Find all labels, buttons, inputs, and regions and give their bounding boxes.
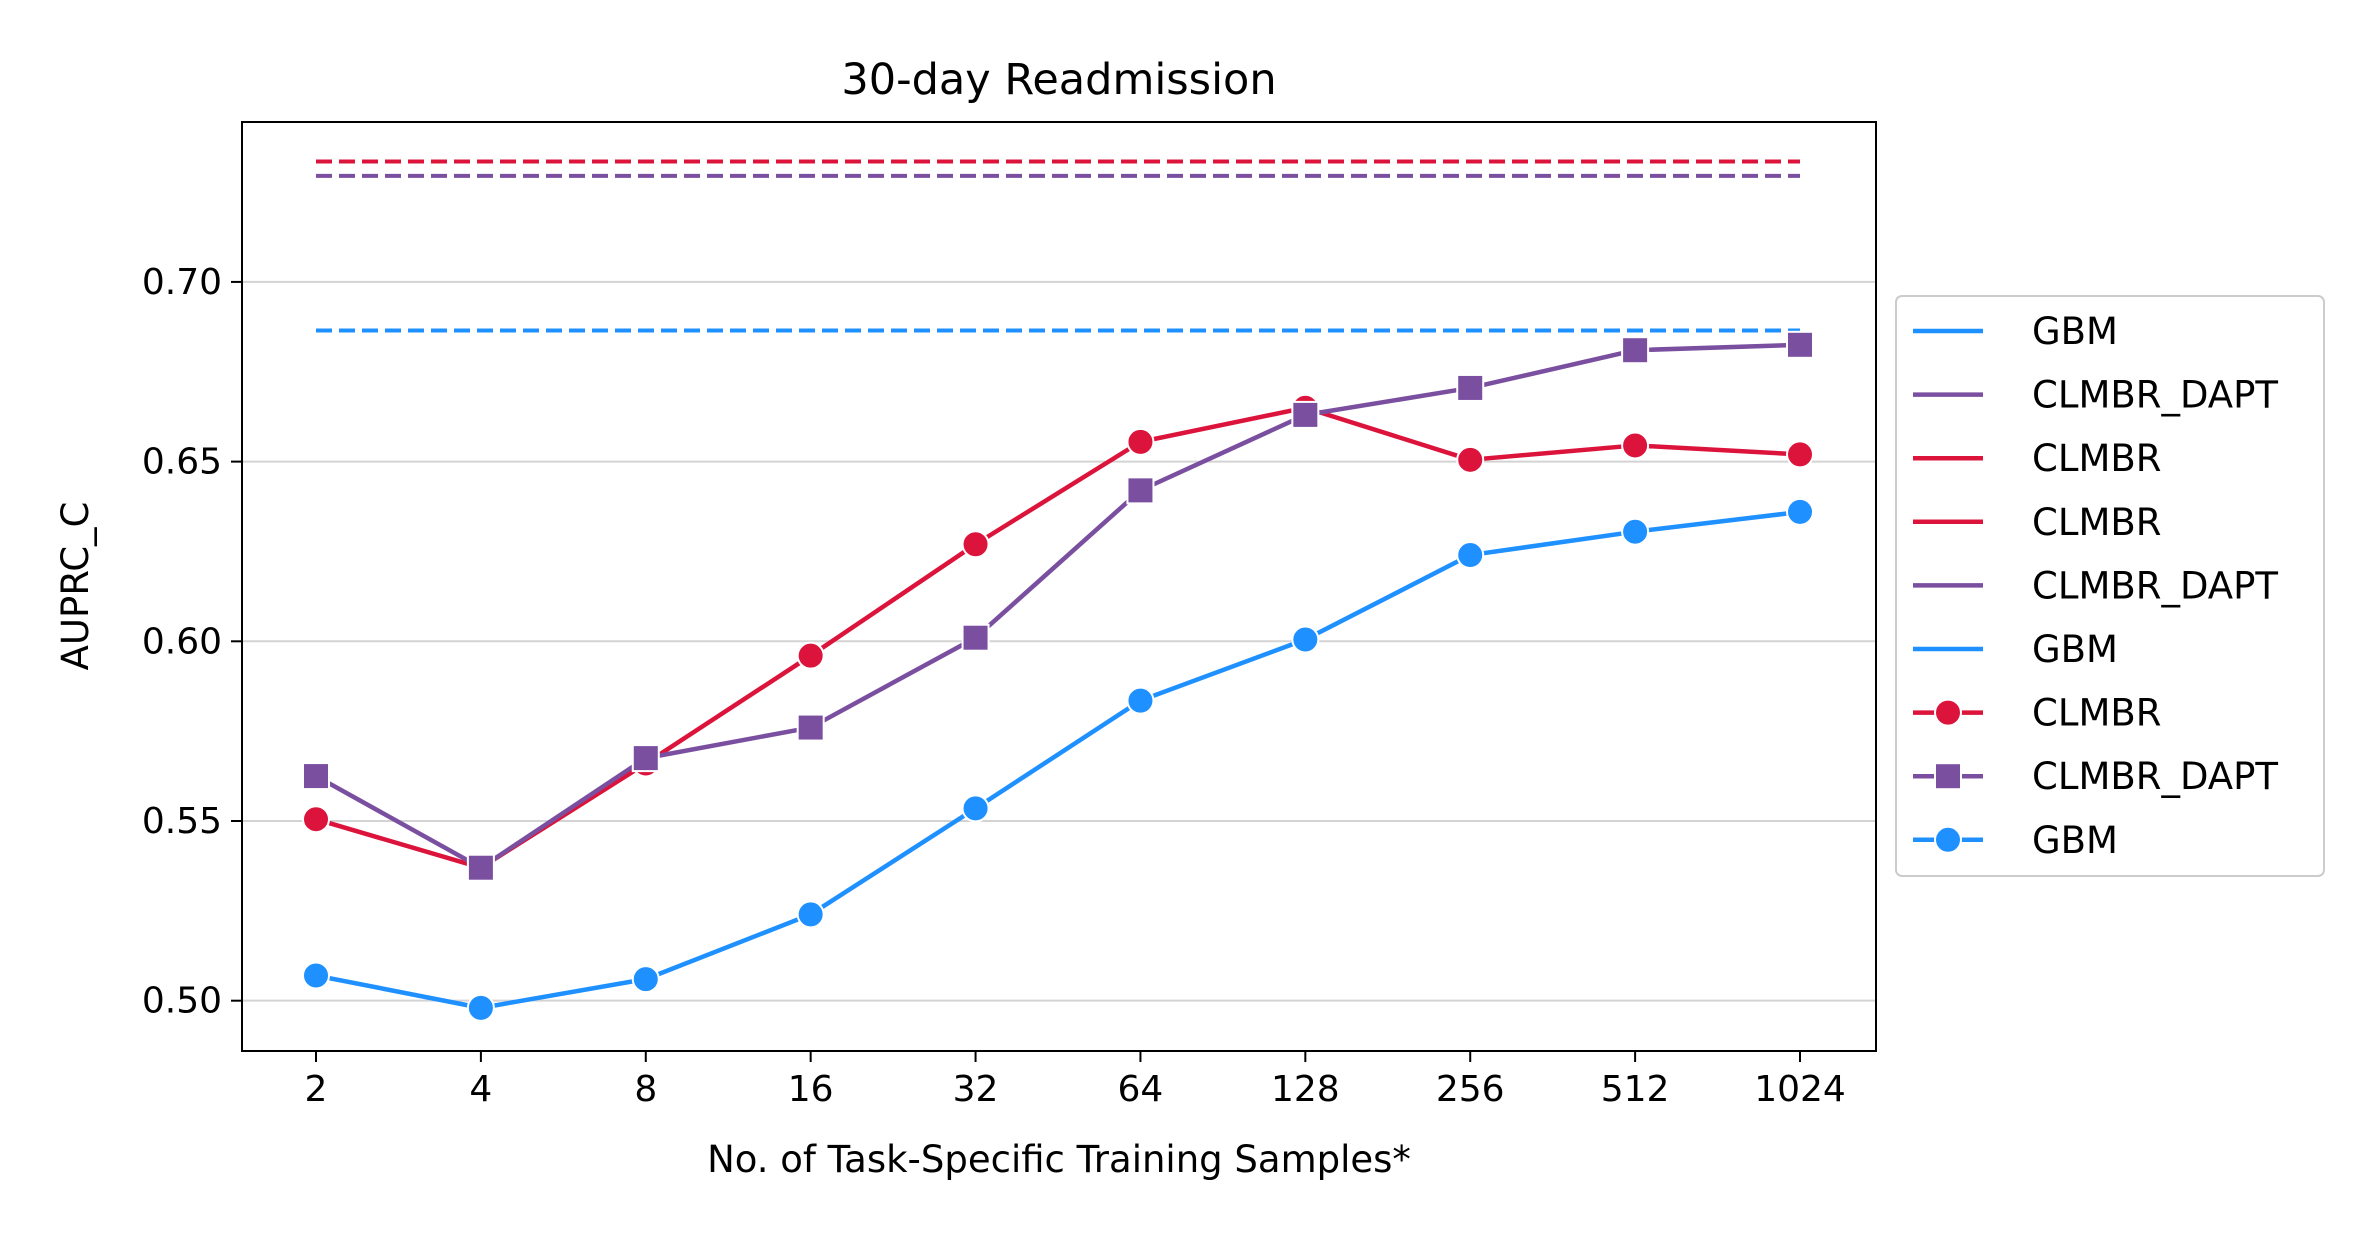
data-point-clmbr [1621, 431, 1650, 460]
legend-label: GBM [2032, 310, 2118, 353]
baseline-lines [316, 159, 1800, 333]
x-tick-label: 4 [469, 1069, 492, 1110]
legend-label: CLMBR [2032, 692, 2161, 735]
data-point-clmbr [1456, 445, 1485, 474]
data-point-clmbr [796, 641, 825, 670]
data-point-gbm [1621, 517, 1650, 546]
legend-label: CLMBR [2032, 501, 2161, 544]
data-point-clmbr-dapt [1621, 336, 1650, 365]
series-line-clmbr-dapt [314, 342, 1801, 870]
legend-swatch-marker [1934, 698, 1962, 727]
x-tick-label: 256 [1436, 1069, 1505, 1110]
data-point-clmbr-dapt [631, 744, 660, 773]
series-line-clmbr [315, 405, 1801, 870]
data-point-gbm [1126, 686, 1155, 715]
chart-title: 30-day Readmission [841, 55, 1276, 105]
x-tick-label: 1024 [1754, 1069, 1846, 1110]
data-point-clmbr-dapt [1456, 373, 1485, 402]
data-point-clmbr [1786, 440, 1814, 469]
y-axis-ticks: 0.50 0.55 0.60 0.65 0.70 [142, 262, 242, 1022]
data-point-clmbr-dapt [1786, 330, 1814, 359]
data-point-gbm [961, 794, 990, 823]
x-axis-ticks: 2 4 8 16 32 64 128 256 512 1024 [305, 1051, 1846, 1110]
legend-swatch-marker [1934, 762, 1962, 791]
data-point-gbm [1291, 625, 1320, 654]
data-point-clmbr-dapt [466, 853, 495, 882]
data-point-gbm [796, 900, 825, 929]
legend-label: GBM [2032, 628, 2118, 671]
x-tick-label: 32 [953, 1069, 999, 1110]
legend-box [1895, 295, 2325, 877]
data-point-clmbr-dapt [961, 623, 990, 652]
y-tick-label: 0.60 [142, 621, 222, 662]
data-point-clmbr [1126, 427, 1155, 456]
x-tick-label: 2 [305, 1069, 328, 1110]
data-point-gbm [1456, 541, 1485, 570]
x-tick-label: 64 [1118, 1069, 1164, 1110]
data-point-clmbr [302, 805, 330, 834]
data-point-gbm [1786, 497, 1814, 526]
data-point-clmbr [961, 530, 990, 559]
x-tick-label: 128 [1271, 1069, 1340, 1110]
plot-frame [241, 121, 1877, 1052]
y-axis-label: AUPRC_C [54, 502, 97, 671]
grid-lines [242, 280, 1876, 1002]
legend-label: CLMBR_DAPT [2032, 755, 2278, 798]
series-lines [302, 330, 1814, 1022]
y-tick-label: 0.55 [142, 801, 222, 842]
data-point-gbm [302, 961, 330, 990]
data-point-clmbr-dapt [1291, 400, 1320, 429]
legend: GBM CLMBR_DAPT CLMBR CLMBR CLMBR_DAPT GBM CLMB… [1895, 295, 2325, 877]
y-tick-label: 0.70 [142, 262, 222, 303]
legend-label: CLMBR [2032, 437, 2161, 480]
legend-swatch-marker [1934, 825, 1962, 854]
data-point-clmbr-dapt [302, 762, 330, 791]
y-tick-label: 0.65 [142, 442, 222, 483]
x-tick-label: 8 [634, 1069, 657, 1110]
legend-label: GBM [2032, 819, 2118, 862]
x-tick-label: 512 [1601, 1069, 1670, 1110]
data-point-clmbr-dapt [1126, 476, 1155, 505]
data-point-clmbr-dapt [796, 713, 825, 742]
data-point-gbm [466, 993, 495, 1022]
legend-label: CLMBR_DAPT [2032, 374, 2278, 417]
series-line-gbm [315, 509, 1801, 1011]
x-axis-label: No. of Task-Specific Training Samples* [707, 1138, 1411, 1181]
y-tick-label: 0.50 [142, 981, 222, 1022]
legend-label: CLMBR_DAPT [2032, 564, 2278, 607]
x-tick-label: 16 [788, 1069, 834, 1110]
data-point-gbm [631, 965, 660, 994]
